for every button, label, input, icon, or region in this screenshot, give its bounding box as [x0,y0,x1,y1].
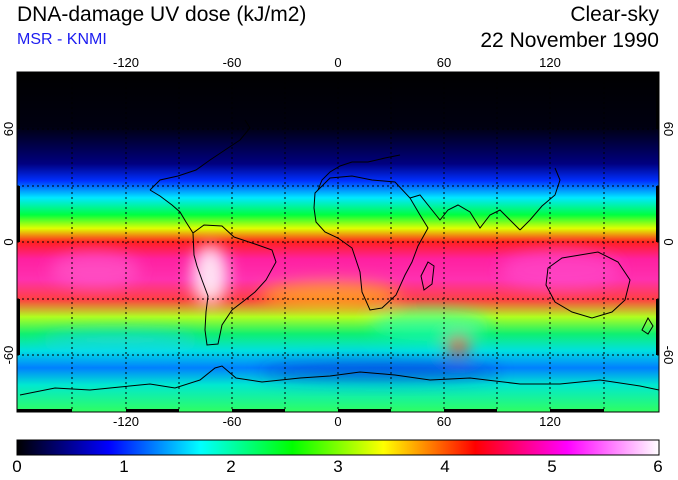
colorbar-label: 2 [226,457,236,476]
colorbar-label: 3 [333,457,343,476]
lon-label-bottom: -120 [112,414,140,429]
australia-coast [545,251,631,319]
lat-label-right: 0 [661,238,676,246]
new-zealand-coast [641,316,654,335]
colorbar-label: 5 [547,457,557,476]
madagascar-coast [420,261,435,291]
lon-label-bottom: 120 [539,414,561,429]
lat-label-left: 60 [1,121,16,137]
lon-label-bottom: 0 [334,414,342,429]
lat-label-left: 0 [1,238,16,246]
lon-label-top: -60 [222,55,242,70]
lon-label-bottom: 60 [436,414,452,429]
map-title: DNA-damage UV dose (kJ/m2) [17,3,307,26]
map-border-ticks [17,72,659,412]
graticule [17,72,659,412]
east-asia-coast [519,167,561,231]
lon-label-top: 0 [334,55,342,70]
coastlines [19,119,659,396]
colorbar [16,439,660,456]
central-america-coast [149,189,194,234]
lon-label-bottom: -60 [222,414,242,429]
map-source: MSR - KNMI [17,31,107,48]
africa-coast [313,175,429,311]
europe-coast [317,154,401,191]
north-america-coast [149,119,251,191]
antarctica-coast [19,365,659,396]
colorbar-label: 1 [119,457,129,476]
colorbar-label: 0 [12,457,22,476]
map-date: 22 November 1990 [480,29,659,52]
arabia-india-coast [409,194,521,231]
south-america-coast [192,224,277,346]
lat-label-right: -60 [661,345,676,365]
lat-label-left: -60 [1,345,16,365]
colorbar-label: 4 [440,457,450,476]
lat-label-right: 60 [661,121,676,137]
lon-label-top: 120 [539,55,561,70]
colorbar-label: 6 [653,457,663,476]
lon-label-top: -120 [112,55,140,70]
lon-label-top: 60 [436,55,452,70]
sky-condition: Clear-sky [570,3,659,26]
